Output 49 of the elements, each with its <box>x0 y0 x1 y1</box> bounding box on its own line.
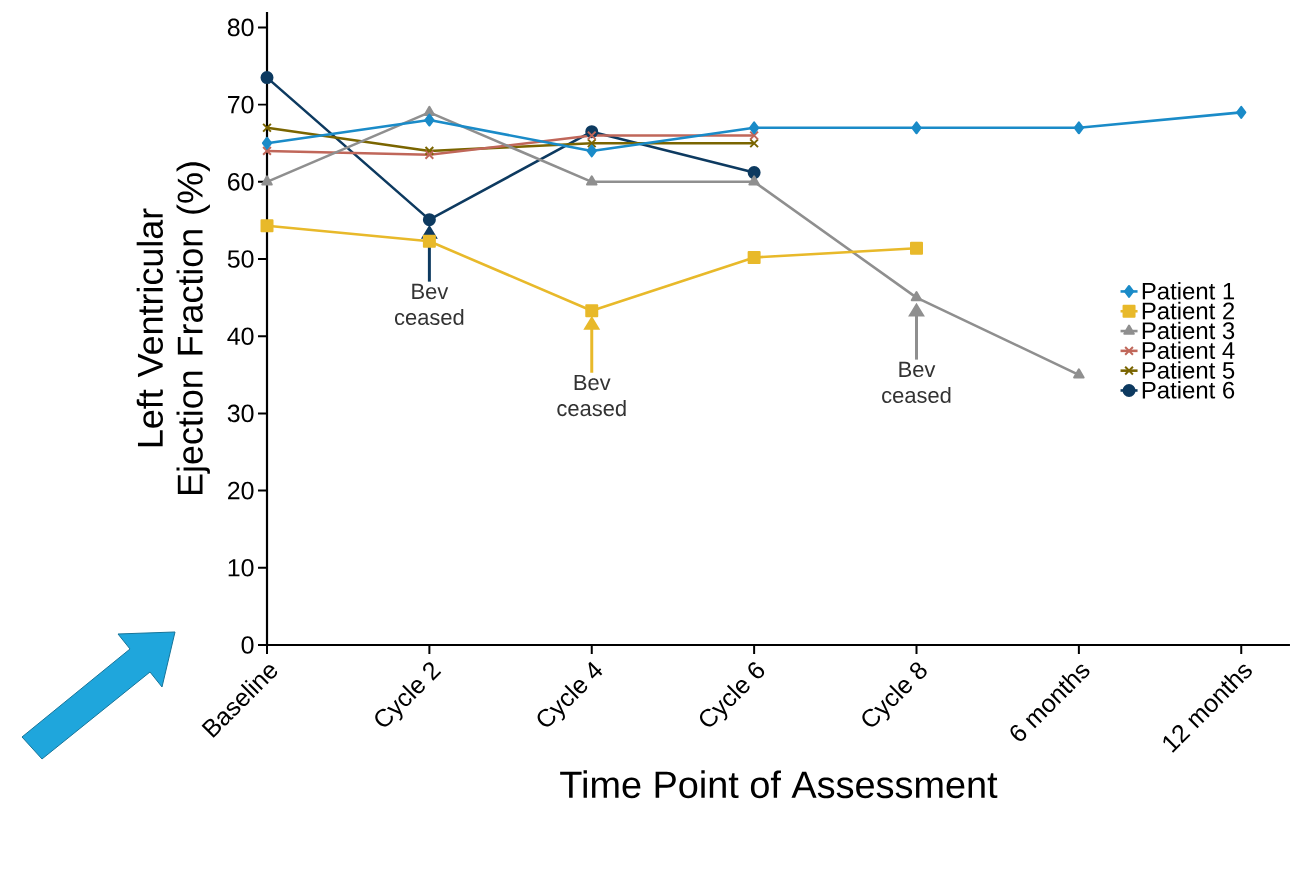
point <box>749 138 760 149</box>
point <box>747 250 761 264</box>
point <box>261 136 273 150</box>
y-tick-label: 10 <box>228 558 254 577</box>
point <box>1073 121 1084 135</box>
point <box>586 138 597 149</box>
y-tick-label: 80 <box>227 18 254 37</box>
point <box>747 166 761 180</box>
legend-label: Patient 5 <box>1142 361 1235 379</box>
annotation: Bev ceased <box>557 374 626 417</box>
point <box>260 219 274 233</box>
legend-label: Patient 6 <box>1142 381 1235 399</box>
annotation: Bev ceased <box>882 361 951 404</box>
legend-label: Patient 4 <box>1142 341 1235 360</box>
point <box>748 175 760 186</box>
y-tick-label: 20 <box>228 481 254 500</box>
point <box>586 144 597 158</box>
annotation: Bev ceased <box>394 283 464 326</box>
legend-label: Patient 3 <box>1142 321 1235 340</box>
point <box>910 241 924 255</box>
point <box>424 149 435 160</box>
point <box>262 146 272 156</box>
legend-label: Patient 2 <box>1142 301 1234 320</box>
legend-label: Patient 1 <box>1142 282 1235 300</box>
point <box>749 121 760 135</box>
point <box>1236 105 1247 119</box>
point <box>586 130 597 141</box>
point <box>262 122 272 133</box>
x-axis-title: Time Point of Assessment <box>560 770 998 799</box>
point <box>911 121 922 135</box>
point <box>585 304 599 318</box>
y-tick-label: 40 <box>227 327 254 346</box>
y-axis-title: Left Ventricular Ejection Fraction (%) <box>136 162 210 494</box>
point <box>423 105 436 117</box>
point <box>749 130 760 141</box>
point <box>422 234 436 248</box>
point <box>585 175 598 186</box>
y-tick-label: 50 <box>227 250 254 268</box>
point <box>1073 368 1085 379</box>
y-tick-label: 60 <box>228 173 254 191</box>
point <box>424 146 435 156</box>
y-tick-label: 70 <box>228 95 254 114</box>
point <box>424 113 435 127</box>
point <box>261 175 273 186</box>
point <box>422 213 436 227</box>
point <box>260 71 274 85</box>
y-tick-label: 0 <box>241 636 254 654</box>
y-tick-label: 30 <box>227 404 254 423</box>
point <box>910 291 923 302</box>
